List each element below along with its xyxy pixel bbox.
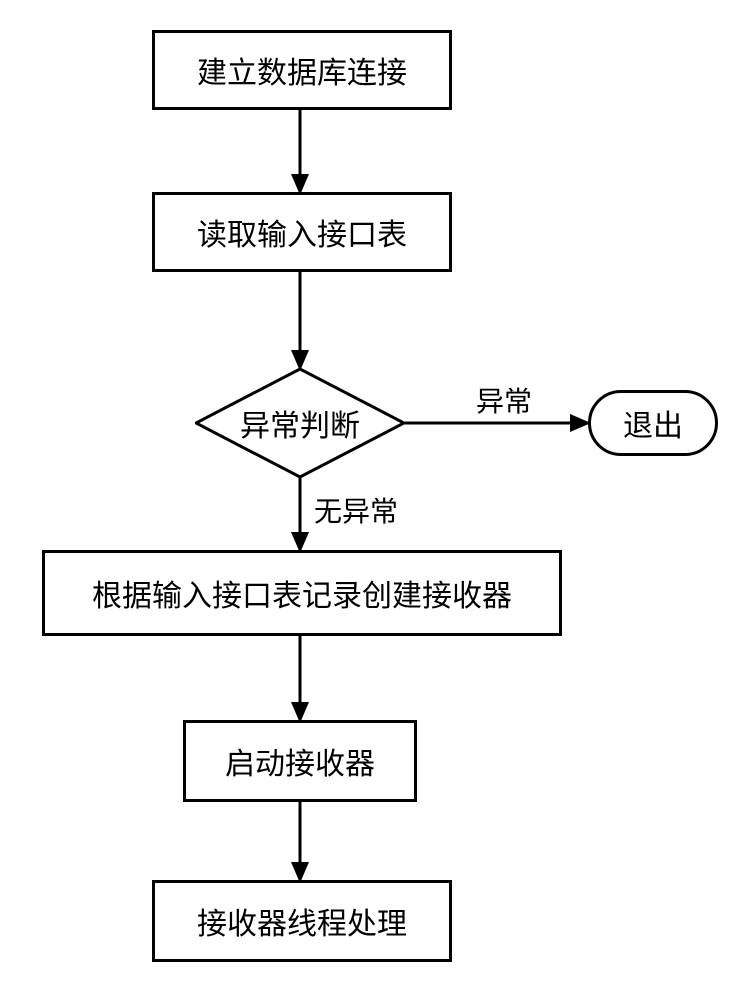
flowchart-node-n7: 接收器线程处理: [152, 880, 452, 962]
flowchart-node-n1: 建立数据库连接: [152, 30, 452, 110]
flowchart-node-n4: 退出: [588, 390, 718, 456]
node-label: 根据输入接口表记录创建接收器: [92, 571, 512, 615]
node-label: 读取输入接口表: [197, 210, 407, 254]
edge-label-text: 异常: [476, 387, 532, 418]
node-label: 接收器线程处理: [197, 899, 407, 943]
flowchart-node-n6: 启动接收器: [183, 720, 417, 802]
flowchart-canvas: 建立数据库连接读取输入接口表异常判断 退出根据输入接口表记录创建接收器启动接收器接…: [0, 0, 756, 1000]
edge-label-text: 无异常: [314, 497, 398, 528]
edge-label: 无异常: [314, 490, 398, 530]
flowchart-node-n2: 读取输入接口表: [152, 192, 452, 272]
flowchart-node-n5: 根据输入接口表记录创建接收器: [42, 550, 562, 636]
flowchart-node-n3: 异常判断: [195, 368, 405, 478]
node-label: 退出: [623, 401, 683, 445]
edge-label: 异常: [476, 380, 532, 420]
node-label: 启动接收器: [225, 739, 375, 783]
node-label: 异常判断: [240, 401, 360, 445]
node-label: 建立数据库连接: [197, 48, 407, 92]
